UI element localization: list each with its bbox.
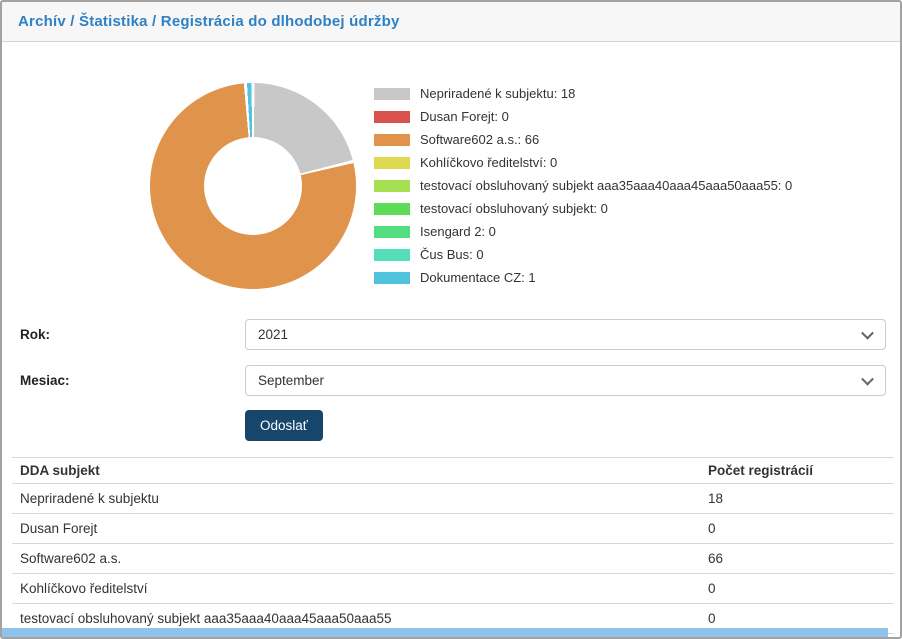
legend-swatch (374, 249, 410, 261)
table-cell-subject: Nepriradené k subjektu (12, 484, 700, 514)
legend-swatch (374, 111, 410, 123)
chevron-down-icon (861, 372, 874, 385)
mesiac-label: Mesiac: (20, 373, 70, 388)
legend-label: Kohlíčkovo ředitelství: 0 (420, 155, 557, 170)
rok-select[interactable]: 2021 (245, 319, 886, 350)
legend-swatch (374, 226, 410, 238)
table-header-cell: Počet registrácií (700, 458, 894, 484)
legend-label: Nepriradené k subjektu: 18 (420, 86, 575, 101)
legend-swatch (374, 203, 410, 215)
breadcrumb: Archív / Štatistika / Registrácia do dlh… (18, 13, 400, 30)
legend-item: Software602 a.s.: 66 (374, 128, 792, 151)
legend-item: Dusan Forejt: 0 (374, 105, 792, 128)
table-row: Kohlíčkovo ředitelství0 (12, 574, 894, 604)
legend-item: testovací obsluhovaný subjekt aaa35aaa40… (374, 174, 792, 197)
rok-select-value: 2021 (258, 327, 288, 342)
mesiac-select[interactable]: September (245, 365, 886, 396)
table-cell-subject: Dusan Forejt (12, 514, 700, 544)
table-cell-count: 0 (700, 514, 894, 544)
registrations-table: DDA subjektPočet registrácií Nepriradené… (12, 457, 894, 634)
legend-item: Nepriradené k subjektu: 18 (374, 82, 792, 105)
table-cell-count: 0 (700, 574, 894, 604)
legend-swatch (374, 88, 410, 100)
legend-item: Kohlíčkovo ředitelství: 0 (374, 151, 792, 174)
donut-chart (150, 83, 356, 289)
legend-swatch (374, 157, 410, 169)
app-window: Archív / Štatistika / Registrácia do dlh… (0, 0, 902, 639)
legend-label: Isengard 2: 0 (420, 224, 496, 239)
legend-label: testovací obsluhovaný subjekt aaa35aaa40… (420, 178, 792, 193)
table-row: Software602 a.s.66 (12, 544, 894, 574)
table-header-row: DDA subjektPočet registrácií (12, 458, 894, 484)
table-row: Dusan Forejt0 (12, 514, 894, 544)
table-header-cell: DDA subjekt (12, 458, 700, 484)
table-row: Nepriradené k subjektu18 (12, 484, 894, 514)
legend-item: Dokumentace CZ: 1 (374, 266, 792, 289)
submit-button[interactable]: Odoslať (245, 410, 323, 441)
mesiac-select-value: September (258, 373, 324, 388)
legend-label: Software602 a.s.: 66 (420, 132, 539, 147)
rok-label: Rok: (20, 327, 50, 342)
breadcrumb-bar: Archív / Štatistika / Registrácia do dlh… (2, 2, 900, 42)
chart-legend: Nepriradené k subjektu: 18 Dusan Forejt: … (374, 82, 792, 289)
legend-label: Dokumentace CZ: 1 (420, 270, 536, 285)
legend-swatch (374, 134, 410, 146)
horizontal-scrollbar[interactable] (2, 628, 888, 637)
legend-label: Dusan Forejt: 0 (420, 109, 509, 124)
legend-label: Čus Bus: 0 (420, 247, 484, 262)
legend-swatch (374, 272, 410, 284)
legend-item: Isengard 2: 0 (374, 220, 792, 243)
legend-item: Čus Bus: 0 (374, 243, 792, 266)
legend-item: testovací obsluhovaný subjekt: 0 (374, 197, 792, 220)
donut-hole (204, 137, 302, 235)
legend-label: testovací obsluhovaný subjekt: 0 (420, 201, 608, 216)
chevron-down-icon (861, 326, 874, 339)
legend-swatch (374, 180, 410, 192)
table-cell-subject: Kohlíčkovo ředitelství (12, 574, 700, 604)
table-cell-subject: Software602 a.s. (12, 544, 700, 574)
table-cell-count: 18 (700, 484, 894, 514)
table-cell-count: 66 (700, 544, 894, 574)
